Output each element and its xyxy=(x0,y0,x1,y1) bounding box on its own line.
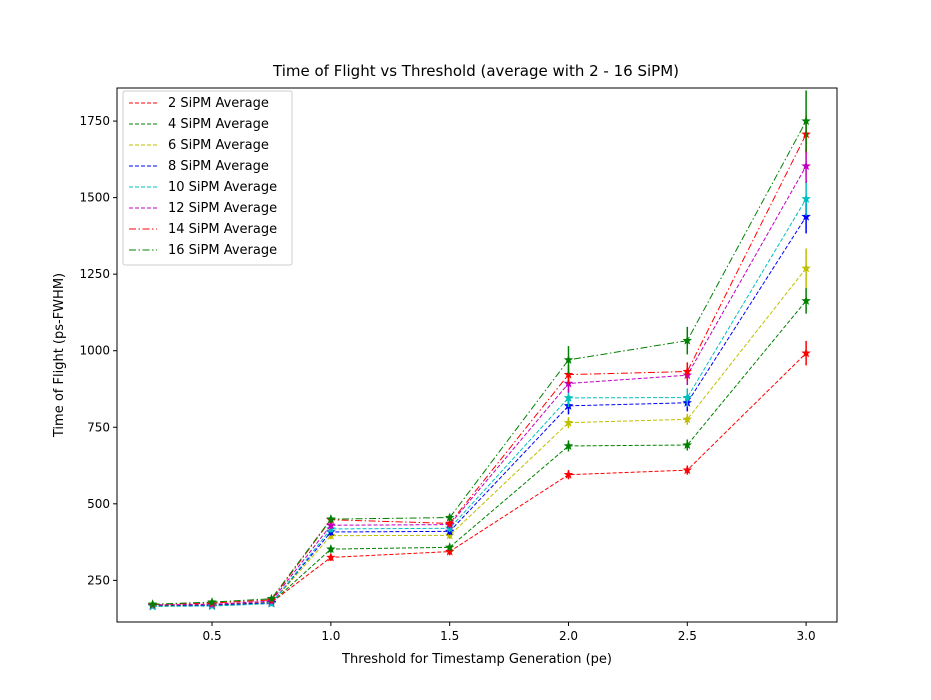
data-point xyxy=(801,116,811,126)
x-tick-label: 2.5 xyxy=(678,629,697,643)
x-tick-label: 0.5 xyxy=(203,629,222,643)
data-point xyxy=(682,335,693,345)
legend-label: 10 SiPM Average xyxy=(168,180,277,195)
legend-label: 12 SiPM Average xyxy=(168,201,277,216)
data-point xyxy=(444,512,455,522)
y-tick-label: 1500 xyxy=(79,191,110,205)
legend-item: 10 SiPM Average xyxy=(129,180,277,195)
series-line xyxy=(152,198,807,607)
data-point xyxy=(326,514,336,524)
data-point xyxy=(682,440,693,450)
legend-item: 6 SiPM Average xyxy=(129,138,269,153)
y-tick-label: 250 xyxy=(87,573,110,587)
y-tick-label: 750 xyxy=(87,420,110,434)
plot-content xyxy=(147,90,811,611)
y-axis-ticks: 250 500 750 1000 1250 1500 1750 xyxy=(79,114,117,587)
chart-title: Time of Flight vs Threshold (average wit… xyxy=(272,62,679,80)
data-point xyxy=(682,392,693,402)
data-point xyxy=(563,369,574,379)
data-point xyxy=(563,440,574,450)
data-point xyxy=(801,348,811,358)
series-line xyxy=(152,268,807,607)
legend-box xyxy=(122,90,293,266)
y-tick-label: 1750 xyxy=(79,114,110,128)
x-tick-label: 1.5 xyxy=(440,629,459,643)
legend-label: 4 SiPM Average xyxy=(168,117,269,132)
data-point xyxy=(444,518,455,528)
series-2 xyxy=(147,287,811,610)
x-tick-label: 3.0 xyxy=(797,629,816,643)
data-point xyxy=(444,542,455,552)
data-point xyxy=(326,552,336,562)
legend-item: 14 SiPM Average xyxy=(129,222,277,237)
data-point xyxy=(563,469,574,479)
legend-label: 14 SiPM Average xyxy=(168,222,277,237)
data-point xyxy=(326,544,336,554)
legend-label: 16 SiPM Average xyxy=(168,243,277,258)
legend-item: 2 SiPM Average xyxy=(129,96,269,111)
data-point xyxy=(801,295,811,305)
series-line xyxy=(152,165,807,606)
series-3 xyxy=(147,248,811,611)
legend: 2 SiPM Average 4 SiPM Average 6 SiPM Avera… xyxy=(122,90,293,266)
data-point xyxy=(207,597,217,607)
series-line xyxy=(152,352,807,606)
data-point xyxy=(266,593,277,603)
legend-item: 16 SiPM Average xyxy=(129,243,277,258)
legend-item: 12 SiPM Average xyxy=(129,201,277,216)
data-point xyxy=(801,193,811,203)
data-point xyxy=(147,599,158,609)
x-axis-label: Threshold for Timestamp Generation (pe) xyxy=(341,652,612,667)
data-point xyxy=(801,211,811,221)
data-point xyxy=(563,417,574,427)
data-point xyxy=(444,546,455,556)
series-line xyxy=(152,300,807,607)
series-line xyxy=(152,120,807,605)
data-point xyxy=(682,465,693,475)
data-point xyxy=(563,354,574,364)
x-tick-label: 2.0 xyxy=(559,629,578,643)
data-point xyxy=(326,520,336,530)
legend-label: 6 SiPM Average xyxy=(168,138,269,153)
legend-item: 8 SiPM Average xyxy=(129,159,269,174)
data-point xyxy=(682,414,693,424)
data-point xyxy=(682,366,693,376)
y-tick-label: 500 xyxy=(87,497,110,511)
data-point xyxy=(801,263,811,273)
series-line xyxy=(152,216,807,607)
data-point xyxy=(563,392,574,402)
series-8 xyxy=(147,90,811,609)
plot-frame xyxy=(116,87,838,623)
y-axis-label: Time of Flight (ps-FWHM) xyxy=(52,273,67,438)
legend-item: 4 SiPM Average xyxy=(129,117,269,132)
legend-label: 2 SiPM Average xyxy=(168,96,269,111)
series-line xyxy=(152,134,807,606)
series-1 xyxy=(147,340,811,610)
y-tick-label: 1000 xyxy=(79,344,110,358)
y-tick-label: 1250 xyxy=(79,267,110,281)
legend-label: 8 SiPM Average xyxy=(168,159,269,174)
x-tick-label: 1.0 xyxy=(321,629,340,643)
data-point xyxy=(801,161,811,171)
x-axis-ticks: 0.5 1.0 1.5 2.0 2.5 3.0 xyxy=(203,622,816,643)
